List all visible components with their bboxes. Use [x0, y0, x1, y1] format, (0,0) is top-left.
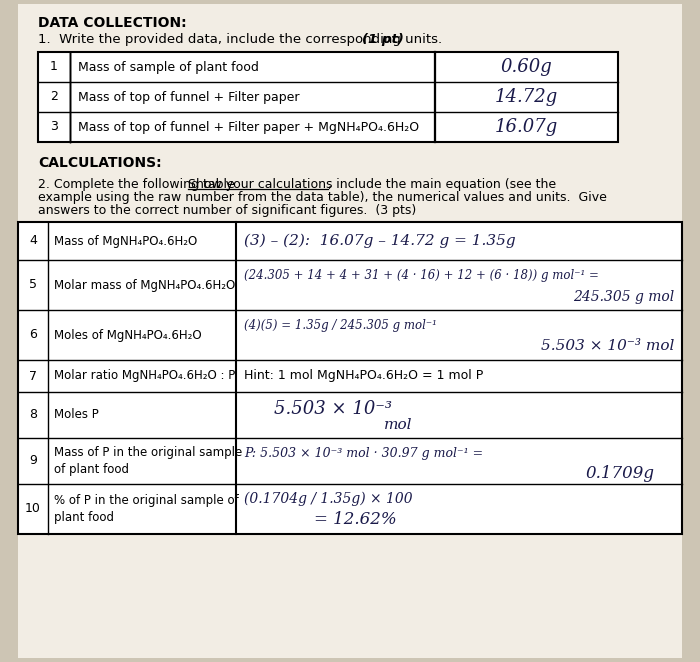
Text: Mass of top of funnel + Filter paper: Mass of top of funnel + Filter paper — [78, 91, 300, 103]
Text: 2. Complete the following table.: 2. Complete the following table. — [38, 178, 243, 191]
Text: 5.503 × 10⁻³ mol: 5.503 × 10⁻³ mol — [540, 339, 674, 353]
Text: Show your calculations: Show your calculations — [188, 178, 332, 191]
Text: (4)(5) = 1.35g / 245.305 g mol⁻¹: (4)(5) = 1.35g / 245.305 g mol⁻¹ — [244, 318, 437, 332]
Text: Mass of MgNH₄PO₄.6H₂O: Mass of MgNH₄PO₄.6H₂O — [54, 234, 197, 248]
Text: example using the raw number from the data table), the numerical values and unit: example using the raw number from the da… — [38, 191, 607, 204]
Text: P: 5.503 × 10⁻³ mol · 30.97 g mol⁻¹ =: P: 5.503 × 10⁻³ mol · 30.97 g mol⁻¹ = — [244, 446, 483, 459]
Text: Hint: 1 mol MgNH₄PO₄.6H₂O = 1 mol P: Hint: 1 mol MgNH₄PO₄.6H₂O = 1 mol P — [244, 369, 483, 383]
Text: 0.1709g: 0.1709g — [585, 465, 654, 481]
Text: 7: 7 — [29, 369, 37, 383]
Text: Mass of top of funnel + Filter paper + MgNH₄PO₄.6H₂O: Mass of top of funnel + Filter paper + M… — [78, 120, 419, 134]
Text: 0.60g: 0.60g — [500, 58, 552, 76]
Text: 9: 9 — [29, 455, 37, 467]
Text: 1.  Write the provided data, include the corresponding units.: 1. Write the provided data, include the … — [38, 33, 442, 46]
Text: 5.503 × 10⁻³: 5.503 × 10⁻³ — [274, 400, 392, 418]
Text: = 12.62%: = 12.62% — [314, 510, 397, 528]
Text: (0.1704g / 1.35g) × 100: (0.1704g / 1.35g) × 100 — [244, 492, 412, 506]
Text: answers to the correct number of significant figures.  (3 pts): answers to the correct number of signifi… — [38, 204, 416, 217]
Text: 4: 4 — [29, 234, 37, 248]
Text: Moles of MgNH₄PO₄.6H₂O: Moles of MgNH₄PO₄.6H₂O — [54, 328, 202, 342]
Text: mol: mol — [384, 418, 412, 432]
Text: 14.72g: 14.72g — [495, 88, 558, 106]
Bar — [18, 222, 682, 534]
Text: 5: 5 — [29, 279, 37, 291]
Text: % of P in the original sample of
plant food: % of P in the original sample of plant f… — [54, 494, 239, 524]
Text: Moles P: Moles P — [54, 408, 99, 422]
Text: DATA COLLECTION:: DATA COLLECTION: — [38, 16, 187, 30]
Text: Mass of P in the original sample
of plant food: Mass of P in the original sample of plan… — [54, 446, 242, 476]
Text: Molar mass of MgNH₄PO₄.6H₂O: Molar mass of MgNH₄PO₄.6H₂O — [54, 279, 235, 291]
Text: Molar ratio MgNH₄PO₄.6H₂O : P: Molar ratio MgNH₄PO₄.6H₂O : P — [54, 369, 235, 383]
FancyBboxPatch shape — [18, 4, 682, 658]
Text: 3: 3 — [50, 120, 58, 134]
Text: 6: 6 — [29, 328, 37, 342]
Bar — [38, 52, 618, 142]
Text: 1: 1 — [50, 60, 58, 73]
Text: (3) – (2):  16.07g – 14.72 g = 1.35g: (3) – (2): 16.07g – 14.72 g = 1.35g — [244, 234, 516, 248]
Text: 245.305 g mol: 245.305 g mol — [573, 290, 674, 304]
Text: 2: 2 — [50, 91, 58, 103]
Text: ; include the main equation (see the: ; include the main equation (see the — [328, 178, 556, 191]
Text: CALCULATIONS:: CALCULATIONS: — [38, 156, 162, 170]
Text: (1 pt): (1 pt) — [362, 33, 404, 46]
Text: 8: 8 — [29, 408, 37, 422]
Text: 10: 10 — [25, 502, 41, 516]
Text: Mass of sample of plant food: Mass of sample of plant food — [78, 60, 259, 73]
Text: (24.305 + 14 + 4 + 31 + (4 · 16) + 12 + (6 · 18)) g mol⁻¹ =: (24.305 + 14 + 4 + 31 + (4 · 16) + 12 + … — [244, 269, 599, 283]
Text: 16.07g: 16.07g — [495, 118, 558, 136]
